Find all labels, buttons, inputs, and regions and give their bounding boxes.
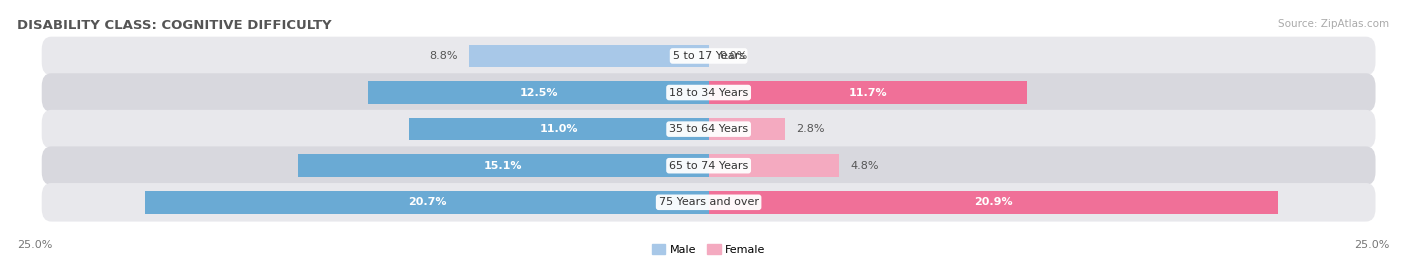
Bar: [368, 81, 709, 104]
Text: 0.0%: 0.0%: [720, 51, 748, 61]
Text: 65 to 74 Years: 65 to 74 Years: [669, 161, 748, 171]
Bar: [709, 191, 1278, 214]
Legend: Male, Female: Male, Female: [652, 245, 765, 255]
Text: 2.8%: 2.8%: [796, 124, 824, 134]
FancyBboxPatch shape: [42, 37, 1375, 75]
Text: 15.1%: 15.1%: [484, 161, 523, 171]
FancyBboxPatch shape: [42, 73, 1375, 112]
Text: 12.5%: 12.5%: [519, 87, 558, 98]
FancyBboxPatch shape: [42, 110, 1375, 148]
Text: 20.7%: 20.7%: [408, 197, 446, 207]
Text: 35 to 64 Years: 35 to 64 Years: [669, 124, 748, 134]
FancyBboxPatch shape: [42, 146, 1375, 185]
Bar: [145, 191, 709, 214]
Text: DISABILITY CLASS: COGNITIVE DIFFICULTY: DISABILITY CLASS: COGNITIVE DIFFICULTY: [17, 19, 332, 32]
Text: 4.8%: 4.8%: [851, 161, 879, 171]
Text: 18 to 34 Years: 18 to 34 Years: [669, 87, 748, 98]
Bar: [470, 45, 709, 67]
Bar: [709, 154, 839, 177]
Text: 25.0%: 25.0%: [17, 240, 52, 250]
FancyBboxPatch shape: [42, 183, 1375, 222]
Bar: [709, 81, 1028, 104]
Text: 75 Years and over: 75 Years and over: [658, 197, 759, 207]
Text: 20.9%: 20.9%: [974, 197, 1012, 207]
Bar: [709, 118, 785, 140]
Bar: [298, 154, 709, 177]
Text: 11.0%: 11.0%: [540, 124, 578, 134]
Text: 25.0%: 25.0%: [1354, 240, 1389, 250]
Bar: [409, 118, 709, 140]
Text: 5 to 17 Years: 5 to 17 Years: [672, 51, 745, 61]
Text: 8.8%: 8.8%: [430, 51, 458, 61]
Text: 11.7%: 11.7%: [849, 87, 887, 98]
Text: Source: ZipAtlas.com: Source: ZipAtlas.com: [1278, 19, 1389, 29]
